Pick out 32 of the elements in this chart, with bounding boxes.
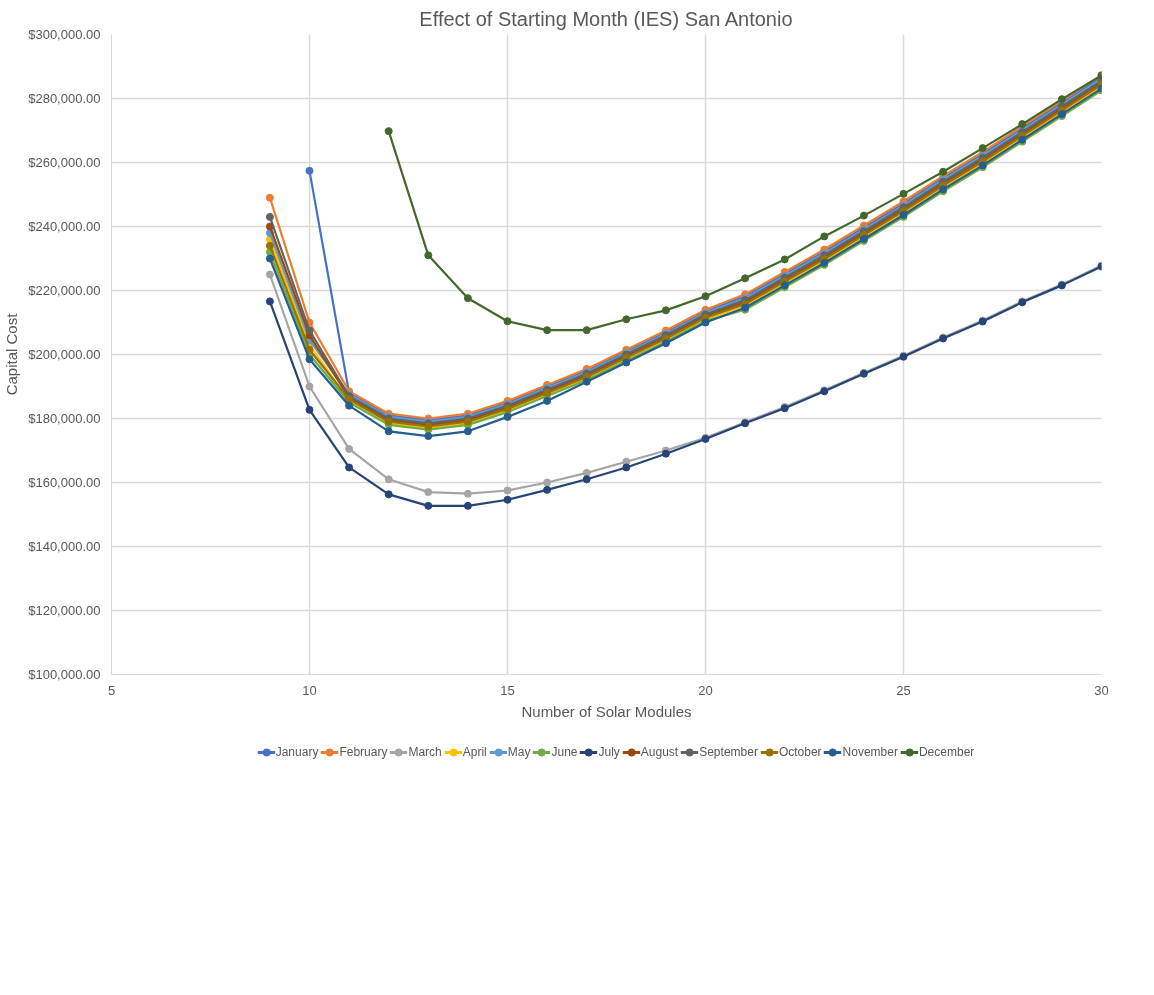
- legend-label: July: [598, 745, 620, 759]
- legend-label: September: [699, 745, 758, 759]
- legend-label: February: [339, 745, 388, 759]
- legend-label: October: [778, 745, 822, 759]
- y-tick-label: $160,000.00: [28, 475, 101, 490]
- legend-label: March: [408, 745, 442, 759]
- chart-title: Effect of Starting Month (IES) San Antonio: [419, 7, 793, 30]
- x-tick-label: 30: [1094, 682, 1109, 698]
- y-tick-label: $140,000.00: [28, 539, 101, 554]
- y-tick-label: $260,000.00: [28, 155, 101, 170]
- x-tick-label: 25: [896, 682, 911, 698]
- y-tick-label: $120,000.00: [28, 603, 101, 618]
- y-tick-label: $180,000.00: [28, 411, 101, 426]
- x-tick-label: 15: [500, 682, 515, 698]
- legend-label: December: [918, 745, 975, 759]
- legend-label: November: [842, 745, 898, 759]
- y-tick-label: $220,000.00: [28, 283, 101, 298]
- y-tick-label: $300,000.00: [28, 27, 101, 42]
- legend-label: August: [640, 745, 679, 759]
- y-tick-label: $240,000.00: [28, 219, 101, 234]
- y-tick-label: $200,000.00: [28, 347, 101, 362]
- legend-label: January: [275, 745, 319, 759]
- x-axis-title: Number of Solar Modules: [521, 702, 692, 720]
- x-tick-label: 10: [302, 682, 317, 698]
- x-tick-label: 5: [107, 682, 116, 698]
- legend-label: April: [462, 745, 487, 759]
- legend-label: May: [507, 745, 531, 759]
- x-tick-label: 20: [698, 682, 713, 698]
- legend-label: June: [551, 745, 578, 759]
- y-axis-title: Capital Cost: [3, 312, 21, 396]
- y-tick-label: $280,000.00: [28, 91, 101, 106]
- y-tick-label: $100,000.00: [28, 667, 101, 682]
